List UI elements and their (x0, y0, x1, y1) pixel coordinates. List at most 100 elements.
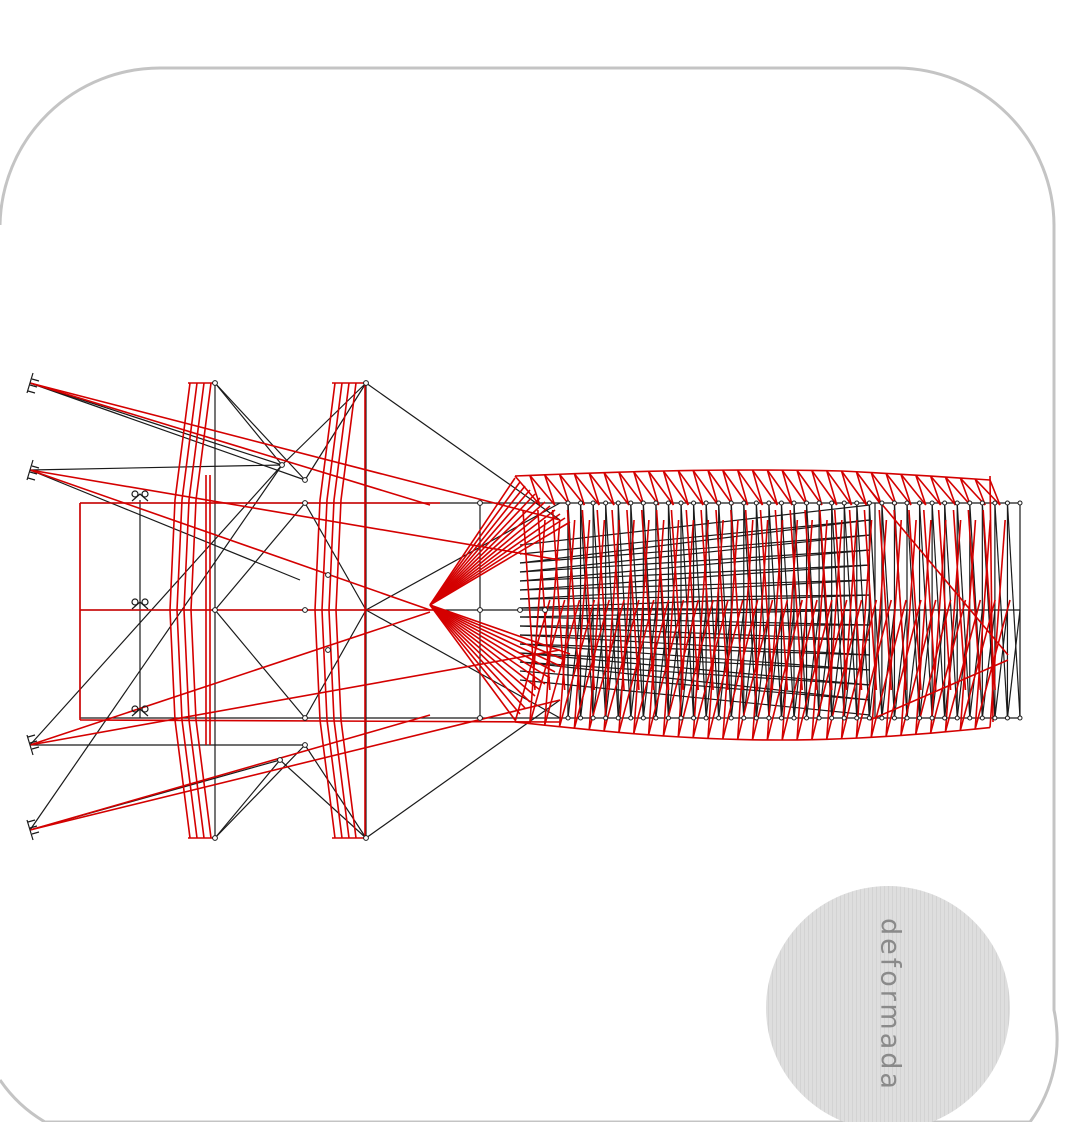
diagonal (281, 382, 367, 466)
node-dot-icon (954, 715, 960, 721)
zigzag-deformed (900, 474, 912, 506)
zigzag-deformed (722, 469, 749, 506)
truss-diagonal (579, 502, 594, 719)
pin-support-icon (131, 490, 149, 502)
web-deformed (744, 509, 759, 691)
zigzag-deformed (915, 474, 927, 506)
cable-deformed (29, 611, 431, 746)
fan-deformed (429, 481, 521, 606)
fan-deformed (429, 604, 531, 703)
node-dot-icon (891, 715, 897, 721)
truss-diagonal (743, 502, 757, 719)
web-deformed (929, 519, 947, 734)
node-dot-icon (778, 715, 784, 721)
label-text: deformada (874, 918, 906, 1092)
fixed-support-icon (26, 459, 40, 481)
node-dot-icon (753, 500, 759, 506)
node-dot-icon (363, 380, 369, 386)
node-dot-icon (829, 715, 835, 721)
node-dot-icon (325, 647, 331, 653)
fan-member (519, 564, 871, 582)
web-deformed (982, 509, 996, 691)
diagonal (304, 502, 367, 611)
node-dot-icon (212, 607, 218, 613)
node-dot-icon (1004, 715, 1010, 721)
zigzag-deformed (618, 471, 630, 506)
node-dot-icon (992, 500, 998, 506)
cable-deformed (29, 649, 561, 746)
web-deformed (655, 509, 670, 691)
zigzag-deformed (811, 469, 838, 506)
web-deformed (558, 599, 596, 727)
node-dot-icon (829, 500, 835, 506)
node-dot-icon (628, 715, 634, 721)
node-dot-icon (804, 500, 810, 506)
node-dot-icon (716, 500, 722, 506)
web-deformed (870, 599, 907, 738)
truss-diagonal (592, 609, 607, 719)
web-deformed (833, 509, 848, 691)
zigzag-deformed (974, 478, 986, 506)
node-dot-icon (578, 500, 584, 506)
node-dot-icon (728, 500, 734, 506)
web-deformed (730, 509, 744, 691)
zigzag-deformed (722, 469, 734, 506)
web-deformed (893, 509, 907, 691)
node-dot-icon (741, 500, 747, 506)
bottom-chord-deformed (79, 719, 561, 723)
node-dot-icon (363, 835, 369, 841)
truss-diagonal (881, 609, 896, 719)
cable-deformed (29, 469, 561, 561)
node-dot-icon (477, 715, 483, 721)
node-dot-icon (992, 715, 998, 721)
web-deformed (677, 599, 714, 738)
cable (29, 464, 283, 471)
web-deformed (692, 599, 729, 738)
web-deformed (700, 509, 714, 691)
zigzag-deformed (811, 470, 823, 506)
zigzag-deformed (647, 471, 660, 506)
node-dot-icon (929, 500, 935, 506)
fan-deformed (429, 604, 566, 661)
web-deformed (603, 599, 640, 732)
web-deformed (863, 509, 878, 691)
web-deformed (781, 519, 799, 741)
cable-deformed (29, 699, 561, 831)
zigzag-deformed (870, 472, 883, 506)
web-deformed (766, 519, 784, 741)
node-dot-icon (967, 715, 973, 721)
node-dot-icon (615, 715, 621, 721)
truss-diagonal (931, 502, 946, 719)
node-dot-icon (904, 715, 910, 721)
fan-member (519, 534, 871, 573)
fan-deformed (429, 521, 571, 606)
web-deformed (647, 519, 665, 735)
truss-diagonal (592, 502, 607, 719)
node-dot-icon (628, 500, 634, 506)
web-deformed (774, 509, 789, 691)
web-deformed (840, 599, 878, 739)
node-dot-icon (665, 500, 671, 506)
node-dot-icon (212, 835, 218, 841)
web-deformed (885, 599, 922, 737)
cable (29, 464, 283, 746)
node-dot-icon (854, 500, 860, 506)
zigzag-deformed (618, 471, 645, 506)
web-deformed (707, 519, 724, 739)
node-dot-icon (678, 500, 684, 506)
node-dot-icon (766, 715, 772, 721)
deformed-structure (29, 382, 1011, 839)
diagonal (365, 382, 561, 521)
truss-diagonal (768, 609, 783, 719)
fan-deformed (429, 505, 551, 606)
web-deformed (900, 519, 917, 736)
zigzag-deformed (840, 470, 868, 506)
web-deformed (611, 509, 625, 691)
zigzag-deformed (826, 470, 853, 506)
node-dot-icon (277, 757, 283, 763)
diagonal (279, 759, 367, 839)
fan-member (519, 534, 871, 564)
web-deformed (677, 519, 695, 737)
zigzag-deformed (885, 473, 897, 506)
